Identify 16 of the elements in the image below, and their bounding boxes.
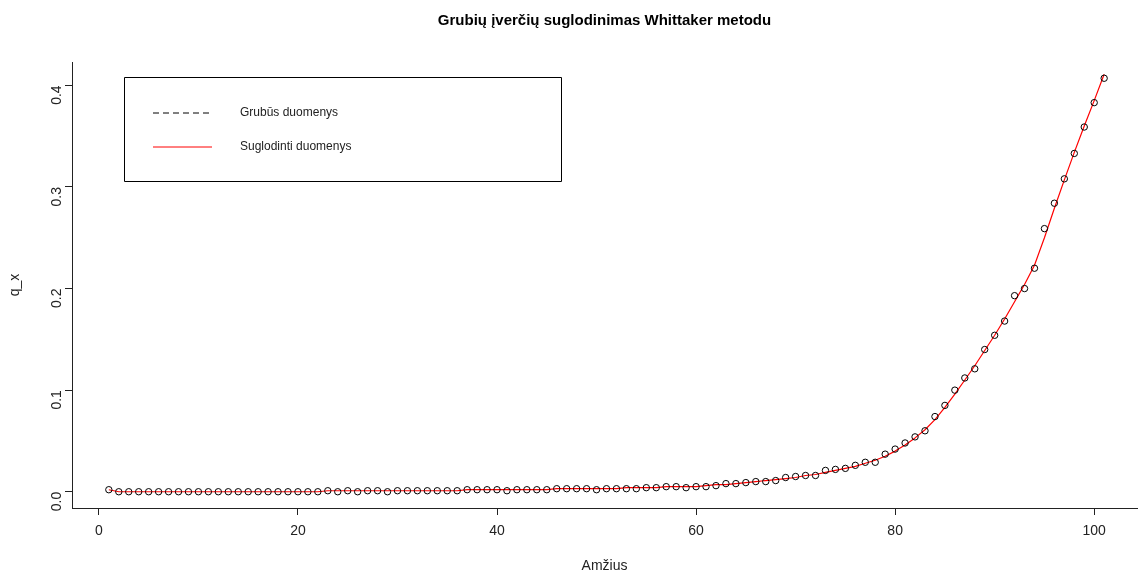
chart-title: Grubių įverčių suglodinimas Whittaker metodu bbox=[437, 11, 772, 29]
x-tick-label: 40 bbox=[489, 522, 505, 539]
legend-label: Grubūs duomenys bbox=[240, 105, 339, 120]
y-tick-label: 0.4 bbox=[47, 85, 64, 105]
x-tick-label: 100 bbox=[1082, 522, 1107, 539]
x-tick-label: 60 bbox=[688, 522, 705, 539]
x-tick-label: 0 bbox=[94, 522, 103, 539]
x-axis-title: Amžius bbox=[581, 556, 628, 573]
x-tick-label: 20 bbox=[290, 522, 306, 539]
x-tick-label: 80 bbox=[887, 522, 904, 539]
y-tick-label: 0.1 bbox=[47, 389, 64, 410]
y-axis-title: q_x bbox=[5, 273, 22, 297]
y-tick-label: 0.2 bbox=[47, 288, 64, 309]
y-tick-label: 0.0 bbox=[47, 491, 64, 512]
y-tick-label: 0.3 bbox=[47, 186, 64, 207]
legend-label: Suglodinti duomenys bbox=[240, 139, 352, 154]
